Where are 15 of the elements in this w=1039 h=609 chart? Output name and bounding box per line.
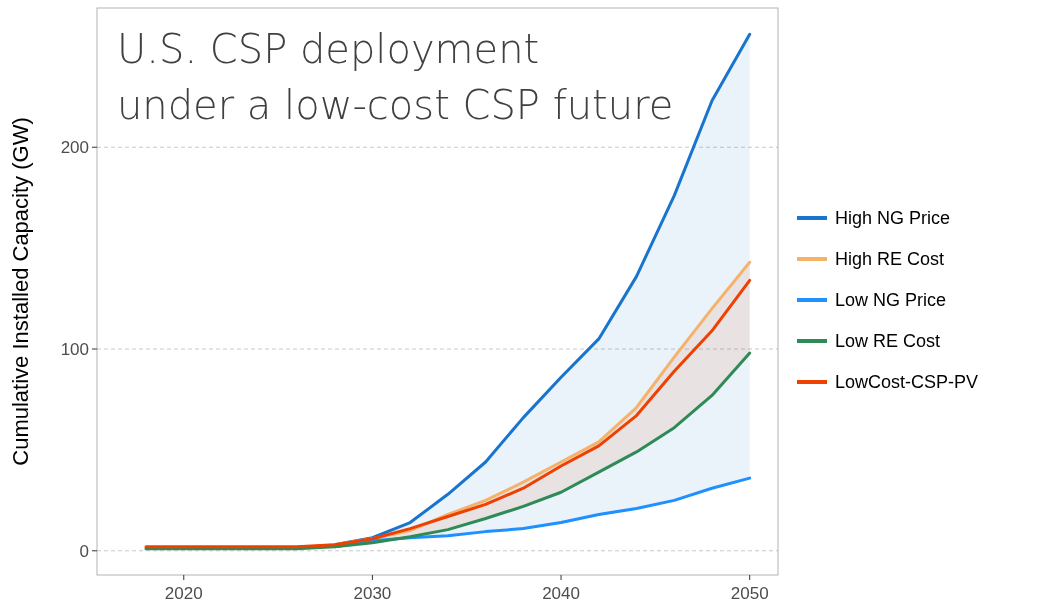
y-tick-label: 200: [60, 138, 89, 158]
x-tick-label: 2020: [164, 584, 203, 603]
legend-label: High RE Cost: [835, 249, 945, 270]
x-tick-label: 2040: [542, 584, 580, 603]
y-tick-label: 100: [60, 339, 89, 359]
text: U.S. CSP deployment under a low-cost CSP future: [117, 26, 674, 128]
legend-label: Low RE Cost: [835, 331, 941, 352]
legend-label: LowCost-CSP-PV: [835, 372, 979, 393]
line-series: [144, 351, 752, 551]
y-axis-title: Cumulative Installed Capacity (GW): [8, 117, 33, 466]
x-tick-label: 2050: [730, 584, 769, 603]
x-tick-label: 2030: [353, 584, 392, 603]
legend-label: Low NG Price: [835, 290, 947, 311]
legend-label: High NG Price: [835, 208, 951, 229]
y-tick-label: 0: [79, 541, 89, 561]
